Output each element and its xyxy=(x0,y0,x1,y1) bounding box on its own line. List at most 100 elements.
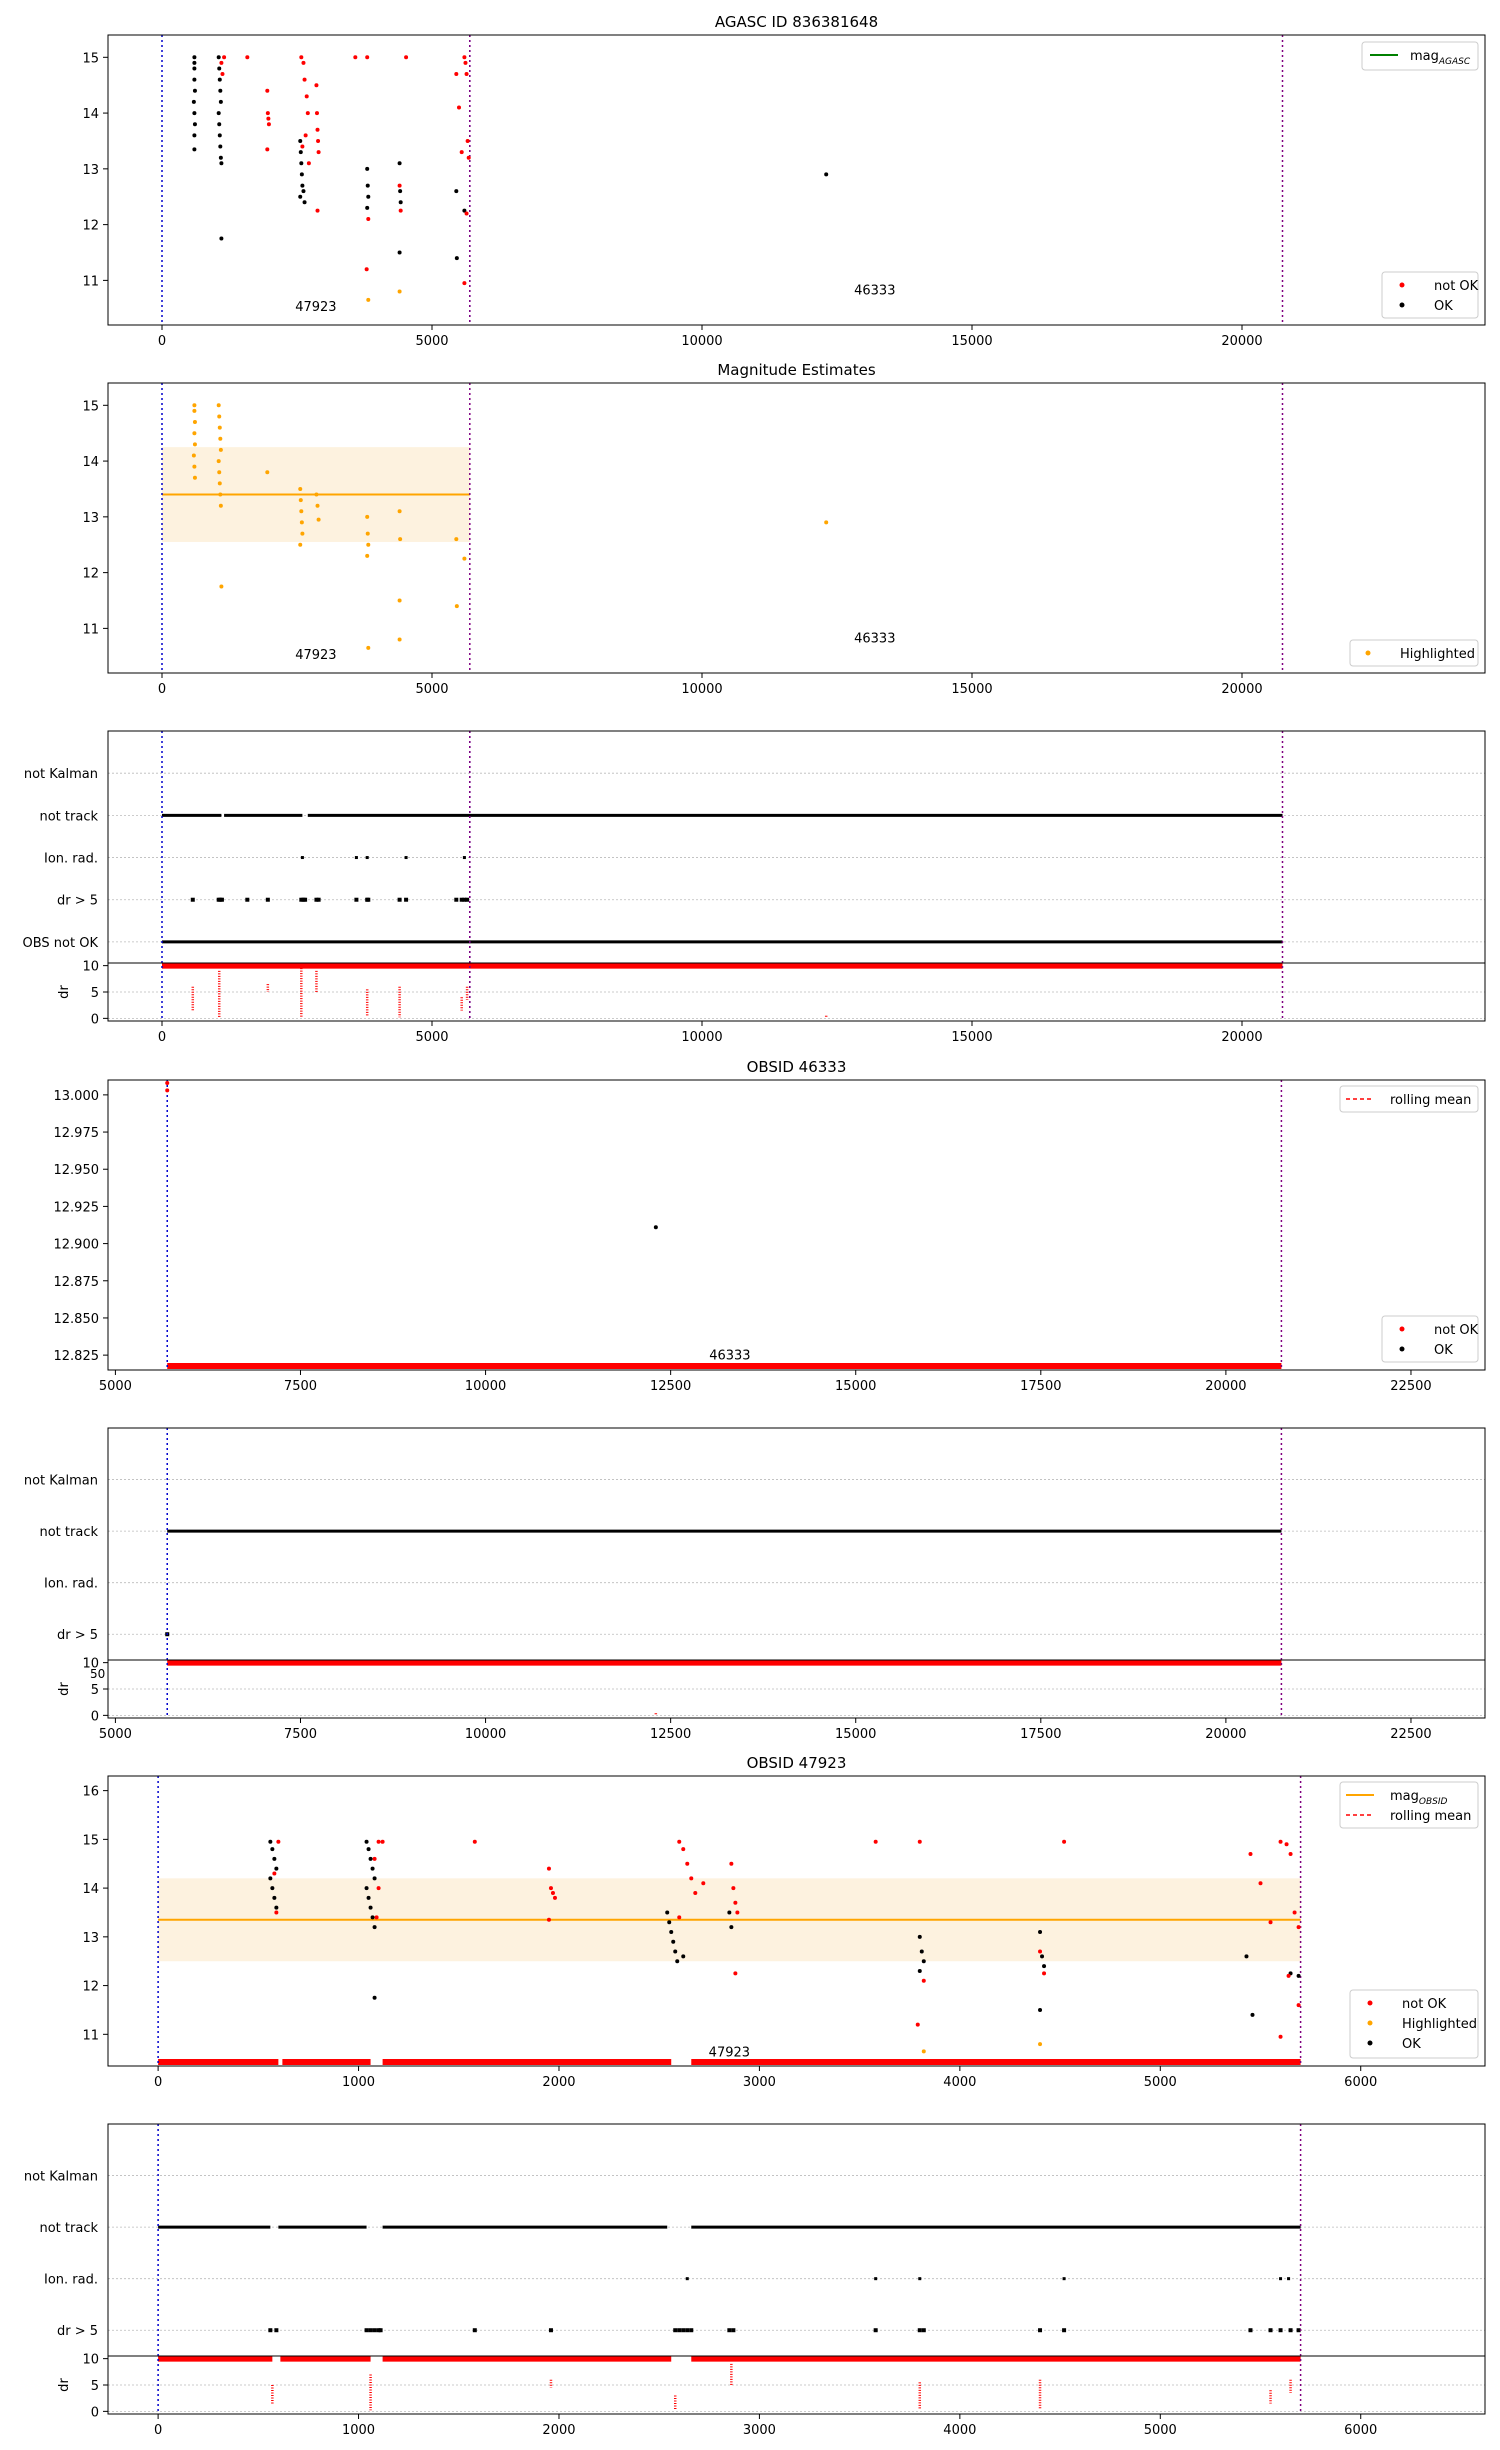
agasc-point-ok xyxy=(216,111,221,116)
agasc-xtick-label: 20000 xyxy=(1221,334,1262,349)
obs47923-point-not-ok xyxy=(472,1839,477,1844)
mag_est-point-highlighted xyxy=(192,442,197,447)
mag_est-point-highlighted xyxy=(219,584,224,589)
flags_all-dr-gt-5-marker xyxy=(299,897,304,902)
flags_46333-xtick-label: 22500 xyxy=(1390,1727,1431,1742)
mag_est-point-highlighted xyxy=(315,503,320,508)
obs47923-ytick-label: 14 xyxy=(82,1882,99,1897)
agasc-point-ok xyxy=(218,144,223,149)
flags_47923-dr-gt-5-marker xyxy=(368,2328,373,2333)
agasc-point-ok xyxy=(298,194,303,199)
obs47923-point-not-ok xyxy=(731,1886,736,1891)
agasc-point-ok xyxy=(397,250,402,255)
obs46333-rolling-bottom-band xyxy=(167,1363,1282,1369)
obs46333-point-not-ok xyxy=(165,1080,170,1085)
flags-panel-47923: dr > 5 Ion. rad. not track not Kalman 0 5 10 dr… xyxy=(24,2123,1486,2438)
mag_est-legend-label: Highlighted xyxy=(1400,647,1475,662)
flags_all-dr-gt-5-marker xyxy=(219,897,224,902)
obs46333-xtick-label: 10000 xyxy=(465,1379,506,1394)
flags_all-dr-frame xyxy=(107,962,1486,1022)
flags_46333-dr-clipped-band xyxy=(167,1659,1282,1666)
flags_47923-dr-gt-5-marker xyxy=(376,2328,381,2333)
agasc-ytick-label: 13 xyxy=(82,163,99,178)
agasc-ytick-label: 14 xyxy=(82,107,99,122)
agasc-point-not-ok xyxy=(404,55,409,60)
obs47923-point-not-ok xyxy=(374,1915,379,1920)
agasc-point-not-ok xyxy=(364,267,369,272)
flags_47923-dr-clipped-band xyxy=(691,2355,1301,2362)
mag_est-point-highlighted xyxy=(365,531,370,536)
mag_est-point-highlighted xyxy=(192,408,197,413)
flags_all-dr-gt-5-marker xyxy=(265,897,270,902)
agasc-point-not-ok xyxy=(314,111,319,116)
flags_47923-ion-rad-marker xyxy=(1287,2277,1291,2281)
obs46333-xtick-label: 7500 xyxy=(284,1379,317,1394)
agasc-point-ok xyxy=(192,133,197,138)
agasc-point-ok xyxy=(218,99,223,104)
obs46333-xtick-label: 12500 xyxy=(650,1379,691,1394)
obs47923-ytick-label: 15 xyxy=(82,1833,99,1848)
magnitude-estimates-panel: Magnitude Estimates 47923 46333 0 5000 10000 1… xyxy=(82,361,1486,697)
flags_46333-dr-frame xyxy=(107,1659,1486,1719)
agasc-point-ok xyxy=(398,200,403,205)
agasc-point-ok xyxy=(300,183,305,188)
flags_all-dr-gt-5-marker xyxy=(366,897,371,902)
flags_all-dr-ytick-label: 10 xyxy=(82,960,99,975)
agasc-legend xyxy=(1361,41,1479,71)
mag_est-point-highlighted xyxy=(217,425,222,430)
mag_est-xtick-label: 20000 xyxy=(1221,682,1262,697)
flags_all-ion-rad-marker xyxy=(404,856,408,860)
obs47923-legend-label: Highlighted xyxy=(1402,2017,1477,2032)
agasc-point-not-ok xyxy=(299,55,304,60)
obs47923-point-not-ok xyxy=(274,1910,279,1915)
flags_47923-dr-gt-5-marker xyxy=(873,2328,878,2333)
agasc-point-not-ok xyxy=(463,60,468,65)
obs47923-point-ok xyxy=(671,1939,676,1944)
flags_46333-xtick-label: 17500 xyxy=(1020,1727,1061,1742)
flags_all-dr-gt-5-marker xyxy=(354,897,359,902)
obs47923-point-ok xyxy=(370,1866,375,1871)
flags_47923-dr-gt-5-marker xyxy=(1038,2328,1043,2333)
flags_46333-category-label: dr > 5 xyxy=(57,1628,98,1643)
flags_47923-dr-gt-5-marker xyxy=(689,2328,694,2333)
agasc-point-ok xyxy=(218,155,223,160)
agasc-point-ok xyxy=(219,236,224,241)
mag_est-point-highlighted xyxy=(366,542,371,547)
agasc-point-ok xyxy=(365,166,370,171)
flags_all-category-label: OBS not OK xyxy=(23,936,99,951)
mag_est-point-highlighted xyxy=(454,537,459,542)
agasc-point-not-ok xyxy=(266,122,271,127)
flags_46333-dr-ytick-label: 10 xyxy=(82,1657,99,1672)
agasc-legend-label: OK xyxy=(1434,299,1453,314)
agasc-point-not-ok xyxy=(303,133,308,138)
obs47923-point-not-ok xyxy=(1038,1949,1043,1954)
obs46333-legend xyxy=(1339,1085,1479,1113)
obs47923-legend-marker xyxy=(1367,2020,1373,2026)
obs47923-rolling-bottom-band xyxy=(382,2059,672,2065)
agasc-panel: AGASC ID 836381648 47923 46333 0 5000 10000 15… xyxy=(82,13,1486,349)
agasc-point-ok xyxy=(298,150,303,155)
flags_all-category-label: not Kalman xyxy=(24,767,98,782)
mag_est-point-highlighted xyxy=(397,637,402,642)
agasc-point-ok xyxy=(192,122,197,127)
obs46333-ytick-label: 12.850 xyxy=(54,1312,100,1327)
obs47923-point-ok xyxy=(364,1839,369,1844)
obs47923-point-ok xyxy=(272,1856,277,1861)
flags_all-dr-ytick-label: 0 xyxy=(91,1012,99,1027)
mag_est-xtick-label: 5000 xyxy=(415,682,448,697)
obs47923-point-not-ok xyxy=(548,1886,553,1891)
obs47923-point-not-ok xyxy=(1062,1839,1067,1844)
agasc-point-not-ok xyxy=(306,161,311,166)
mag_est-ytick-label: 13 xyxy=(82,511,99,526)
obs47923-frame xyxy=(107,1775,1486,2067)
flags_all-dr-gt-5-marker xyxy=(190,897,195,902)
flags_47923-dr-gt-5-marker xyxy=(372,2328,377,2333)
agasc-point-not-ok xyxy=(245,55,250,60)
mag_est-point-highlighted xyxy=(217,470,222,475)
obs47923-point-not-ok xyxy=(1248,1851,1253,1856)
flags_47923-dr-gt-5-marker xyxy=(673,2328,678,2333)
agasc-point-not-ok xyxy=(222,55,227,60)
agasc-point-not-ok xyxy=(314,83,319,88)
obs47923-legend-label: rolling mean xyxy=(1390,1809,1471,1824)
flags_47923-dr-gt-5-marker xyxy=(1288,2328,1293,2333)
